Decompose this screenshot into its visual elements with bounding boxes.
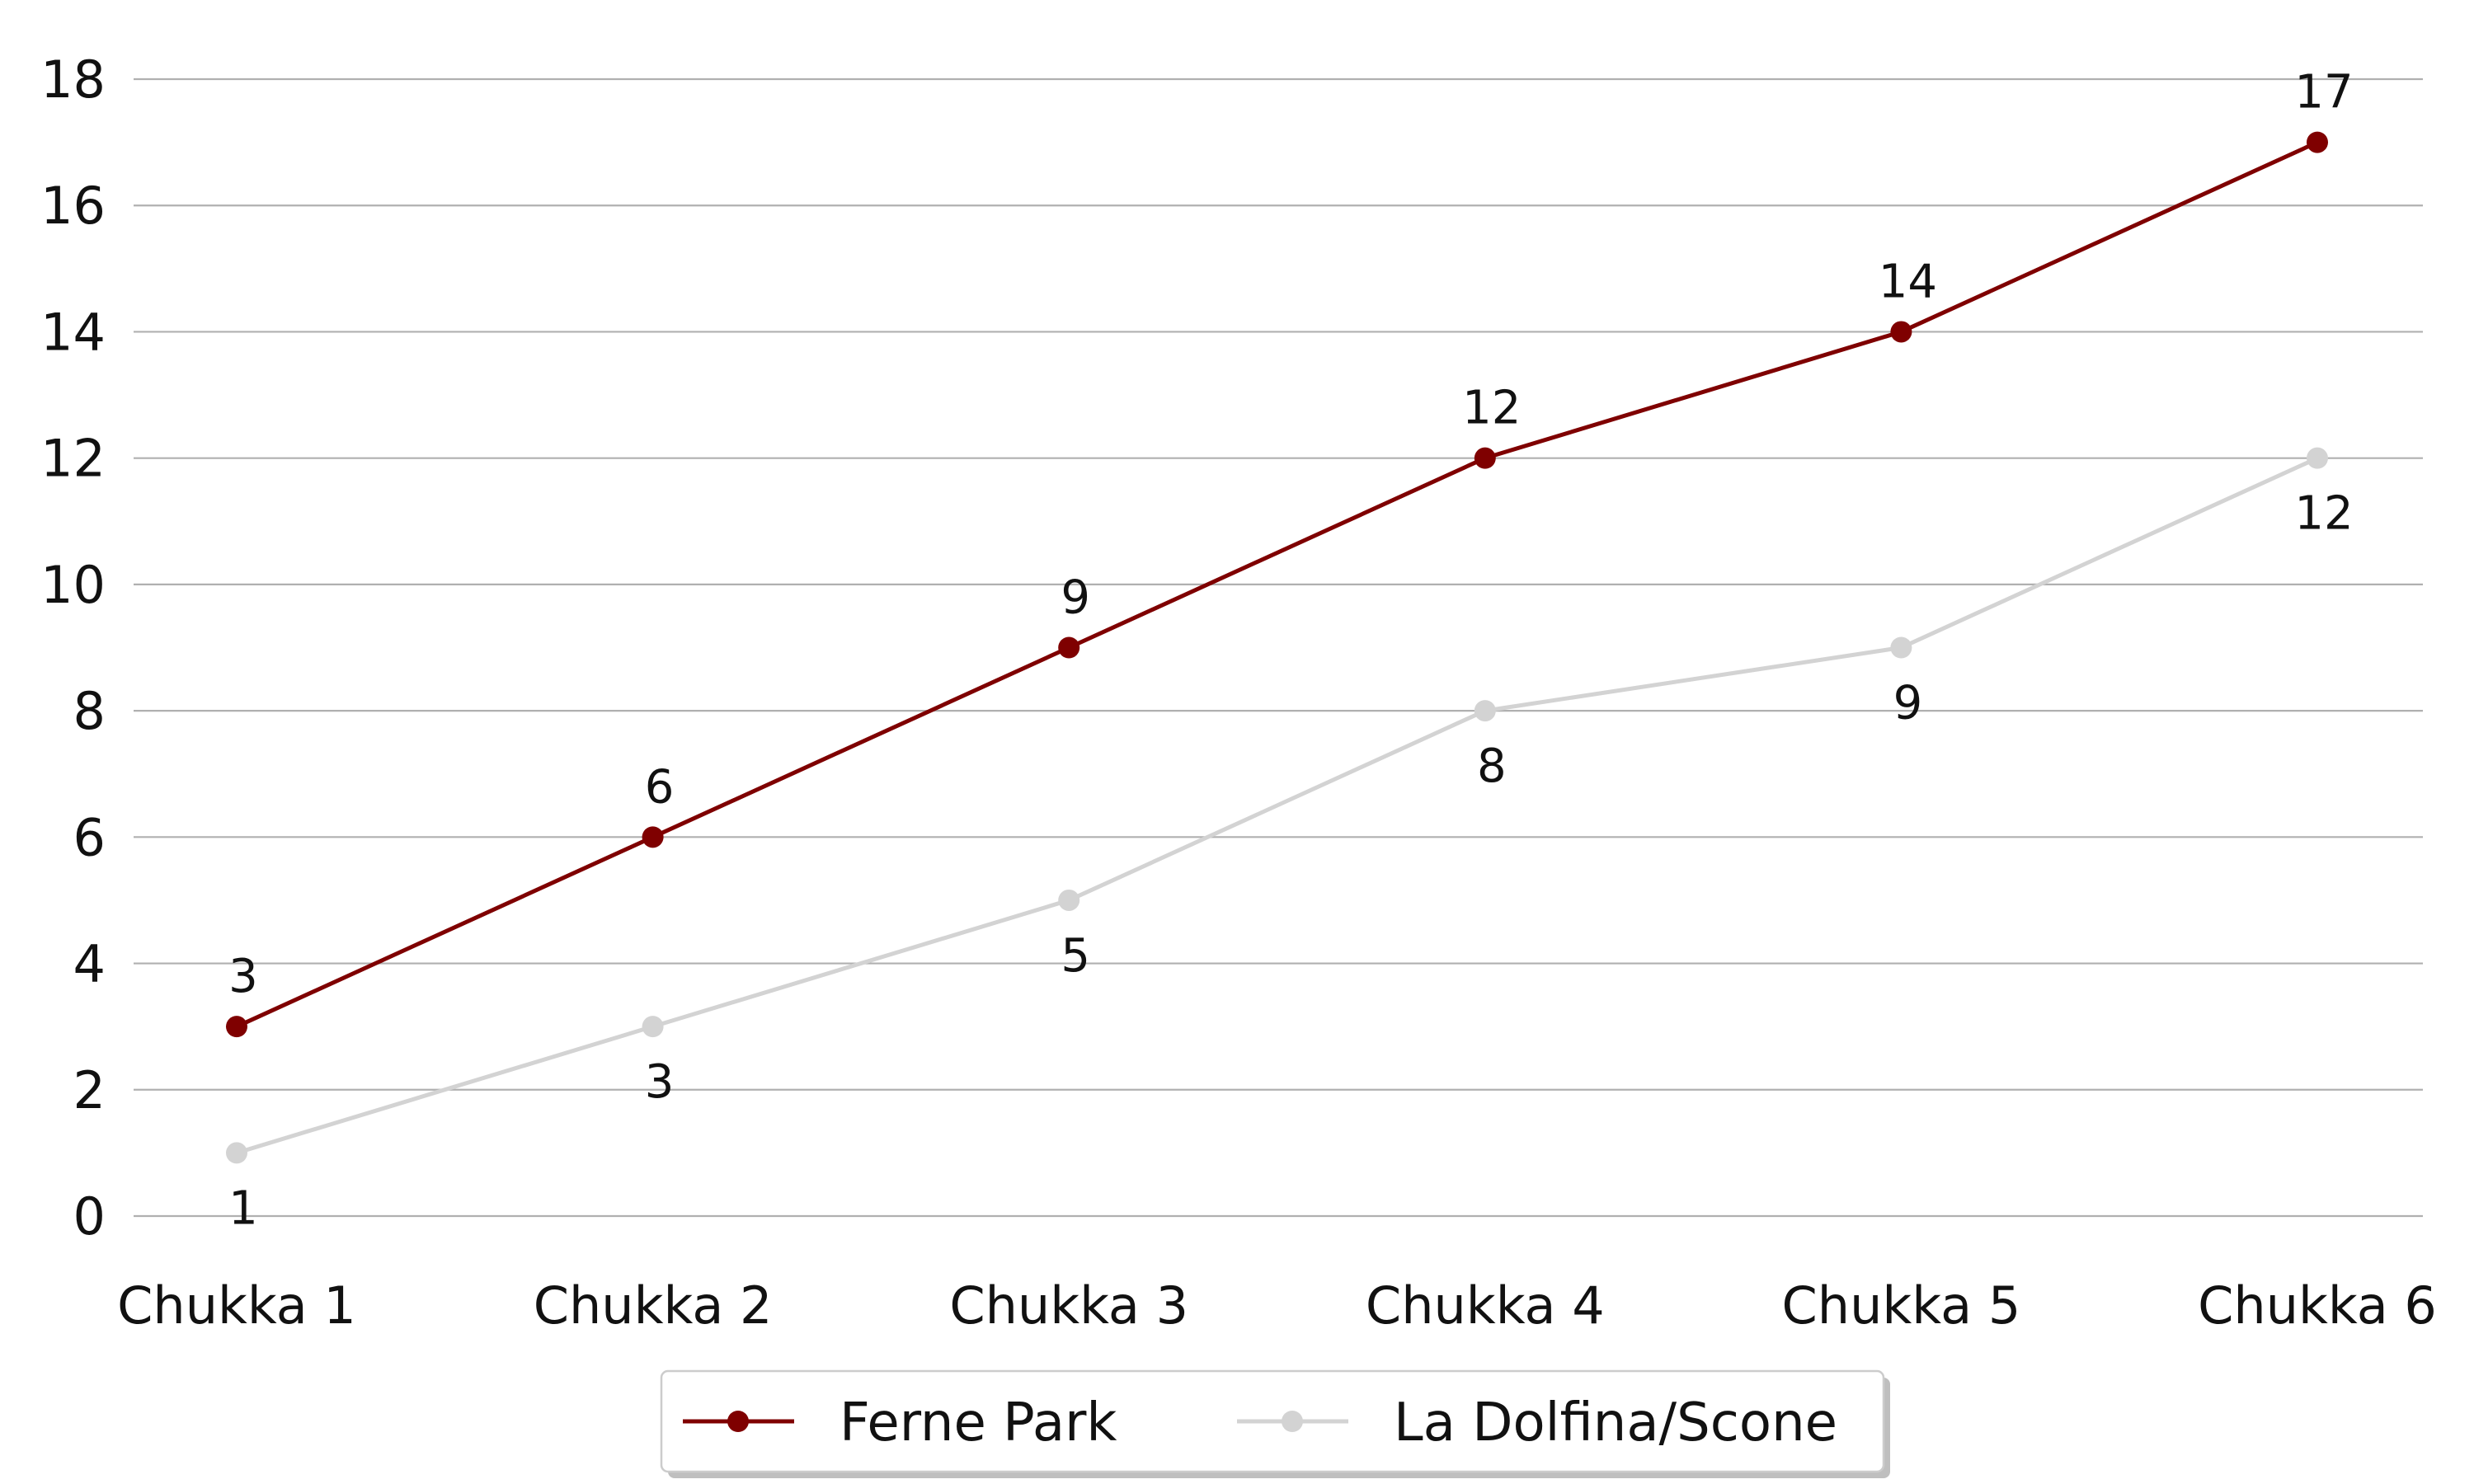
x-axis-tick-labels: Chukka 1 Chukka 2 Chukka 3 Chukka 4 Chukka 5… (117, 1275, 2437, 1336)
legend-item-ferne-park: Ferne Park (683, 1392, 1117, 1453)
data-point (1058, 636, 1080, 659)
y-tick-label: 0 (73, 1186, 106, 1247)
data-point (1058, 889, 1080, 911)
y-tick-label: 18 (40, 49, 106, 110)
data-label: 9 (1061, 571, 1090, 625)
series-la-dolfina-scone: 1 3 5 8 9 12 (226, 447, 2354, 1235)
series-ferne-park: 3 6 9 12 14 17 (226, 66, 2354, 1038)
data-label: 1 (228, 1181, 258, 1235)
data-label: 8 (1477, 740, 1507, 793)
y-gridlines (134, 77, 2423, 1218)
legend-label: Ferne Park (840, 1392, 1117, 1453)
data-point (1890, 321, 1912, 343)
x-tick-label: Chukka 1 (117, 1275, 356, 1336)
x-tick-label: Chukka 4 (1366, 1275, 1605, 1336)
data-point (1474, 447, 1496, 469)
data-point (2307, 447, 2328, 469)
data-point (226, 1142, 247, 1164)
data-label: 3 (228, 950, 258, 1003)
x-tick-label: Chukka 2 (534, 1275, 773, 1336)
data-point (2307, 131, 2328, 153)
data-label: 5 (1061, 929, 1090, 983)
x-tick-label: Chukka 5 (1782, 1275, 2021, 1336)
y-tick-label: 6 (73, 807, 106, 867)
data-point (642, 826, 664, 848)
legend: Ferne Park La Dolfina/Scone (660, 1369, 1890, 1478)
legend-marker (1282, 1411, 1303, 1432)
data-point (226, 1016, 247, 1038)
y-tick-label: 4 (73, 934, 106, 994)
data-point (1890, 636, 1912, 659)
y-tick-label: 8 (73, 681, 106, 741)
x-tick-label: Chukka 6 (2198, 1275, 2437, 1336)
legend-label: La Dolfina/Scone (1394, 1392, 1837, 1453)
data-label: 9 (1893, 677, 1923, 730)
y-tick-label: 2 (73, 1060, 106, 1120)
data-label: 14 (1879, 255, 1937, 308)
series-line-ferne-park (235, 140, 2319, 1029)
x-tick-label: Chukka 3 (949, 1275, 1188, 1336)
y-tick-label: 10 (40, 555, 106, 615)
data-label: 17 (2294, 66, 2353, 120)
y-tick-label: 14 (40, 302, 106, 362)
data-label: 3 (645, 1055, 675, 1109)
legend-marker (727, 1411, 749, 1432)
data-label: 12 (2294, 487, 2353, 541)
data-point (1474, 700, 1496, 722)
legend-item-la-dolfina-scone: La Dolfina/Scone (1237, 1392, 1837, 1453)
series-line-la-dolfina-scone (236, 456, 2319, 1155)
series-layer: 1 3 5 8 9 12 3 6 9 12 14 17 (226, 66, 2354, 1235)
data-label: 12 (1462, 382, 1521, 435)
y-axis-tick-labels: 0 2 4 6 8 10 12 14 16 18 (40, 49, 106, 1247)
data-point (642, 1016, 664, 1038)
y-tick-label: 16 (40, 176, 106, 236)
y-tick-label: 12 (40, 429, 106, 489)
data-label: 6 (645, 760, 675, 814)
